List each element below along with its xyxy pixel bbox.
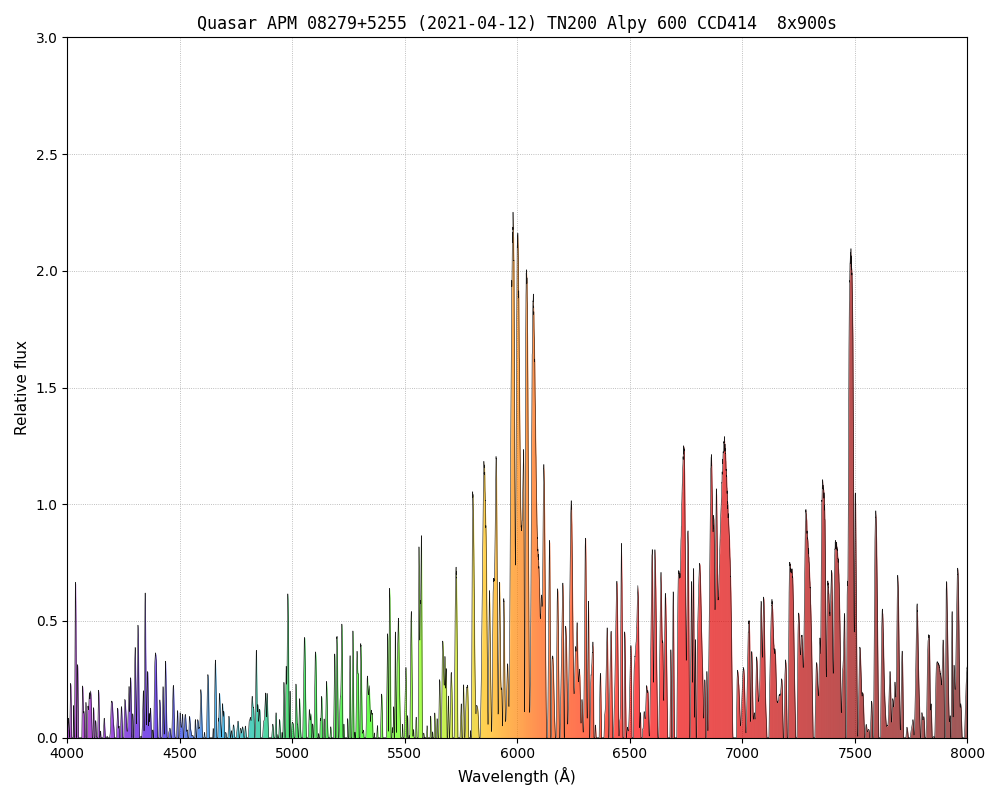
Y-axis label: Relative flux: Relative flux (15, 340, 30, 435)
X-axis label: Wavelength (Å): Wavelength (Å) (458, 767, 576, 785)
Title: Quasar APM 08279+5255 (2021-04-12) TN200 Alpy 600 CCD414  8x900s: Quasar APM 08279+5255 (2021-04-12) TN200… (197, 15, 837, 33)
